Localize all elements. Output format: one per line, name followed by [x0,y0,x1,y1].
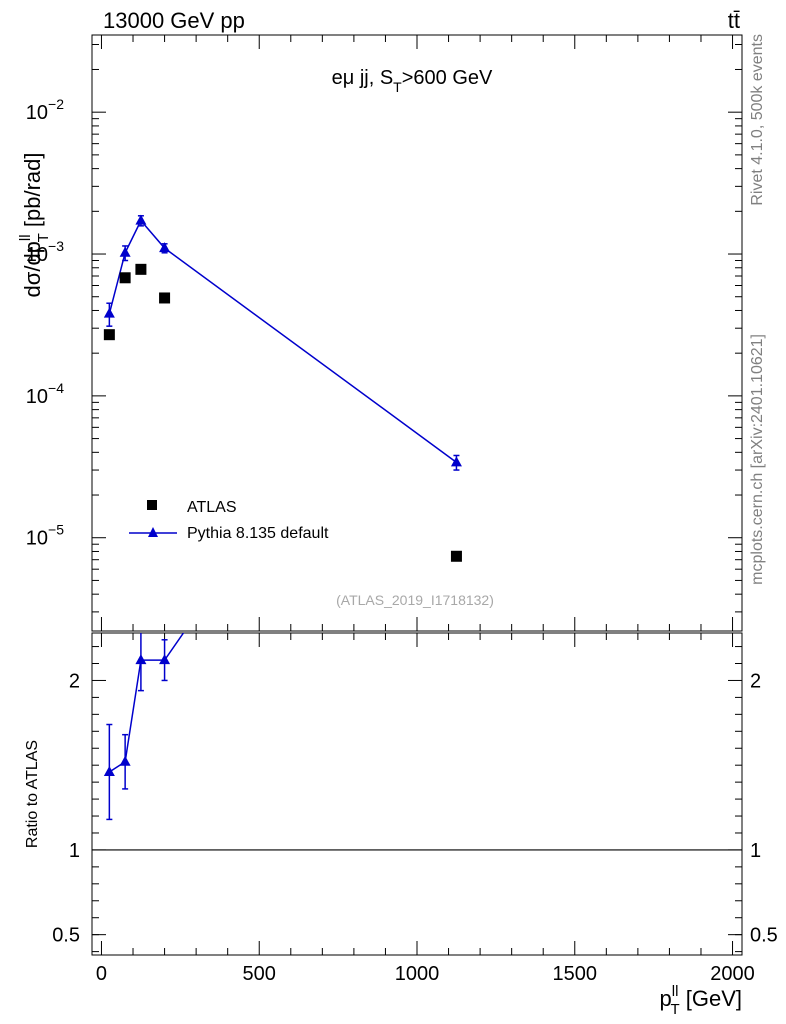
y-tick-label: 10−5 [26,522,64,550]
ratio-tick-label-right: 0.5 [750,925,778,947]
pythia-point [119,246,131,257]
ratio-tick-label-right: 2 [750,670,761,692]
x-axis-label: pll T [GeV] [660,983,742,1018]
legend-atlas-marker [147,500,157,510]
ratio-point [159,654,171,665]
atlas-point [119,272,131,284]
pythia-point [450,456,462,467]
y-tick-label: 10−4 [26,380,64,408]
atlas-point [159,292,171,304]
ratio-plot-data [103,234,462,821]
atlas-point [135,263,147,275]
ratio-tick-label-left: 2 [69,670,80,692]
x-tick-label: 0 [96,963,107,985]
ratio-plot-frame [91,632,743,956]
pythia-series-line [108,219,457,463]
pythia-point [135,214,147,225]
y-tick-label: 10−3 [26,238,64,266]
ratio-point [451,234,462,244]
atlas-point [450,550,462,562]
rivet-label: Rivet 4.1.0, 500k events [749,34,766,206]
svg-text:dσ/dpllT [pb/rad]: dσ/dpllT [pb/rad] [17,153,52,298]
legend: ATLAS Pythia 8.135 default [129,499,329,542]
plot-title: eμ jj, ST>600 GeV [332,67,493,95]
y-axis-label: dσ/dpllT [pb/rad] [17,153,52,298]
pythia-point [103,307,115,318]
mcplots-label: mcplots.cern.ch [arXiv:2401.10621] [749,334,766,585]
legend-pythia-marker [148,527,158,537]
main-plot-data [103,214,462,562]
y-tick-label: 10−2 [26,96,64,124]
x-axis-ticks: 0 500 1000 1500 2000 [96,35,755,985]
y-axis-ticks: 10−5 10−4 10−3 10−2 [26,43,742,613]
ratio-axis-ticks: 0.5 0.5 1 1 2 2 [52,646,778,953]
ratio-point [103,765,115,776]
ratio-point [135,654,147,665]
pythia-point [159,242,171,253]
legend-pythia-label: Pythia 8.135 default [187,525,329,542]
legend-atlas-label: ATLAS [187,499,237,516]
ratio-y-label: Ratio to ATLAS [24,740,41,848]
x-tick-label: 1000 [395,963,440,985]
atlas-point [103,329,115,341]
x-tick-label: 2000 [710,963,755,985]
ratio-tick-label-left: 1 [69,840,80,862]
x-tick-label: 500 [243,963,276,985]
ratio-tick-label-right: 1 [750,840,761,862]
ratio-tick-label-left: 0.5 [52,925,80,947]
header-left: 13000 GeV pp [103,8,245,33]
ratio-series-line [108,633,185,773]
analysis-label: (ATLAS_2019_I1718132) [336,592,494,608]
header-right: tt̄ [728,8,740,33]
x-tick-label: 1500 [553,963,598,985]
ratio-point [119,755,131,766]
